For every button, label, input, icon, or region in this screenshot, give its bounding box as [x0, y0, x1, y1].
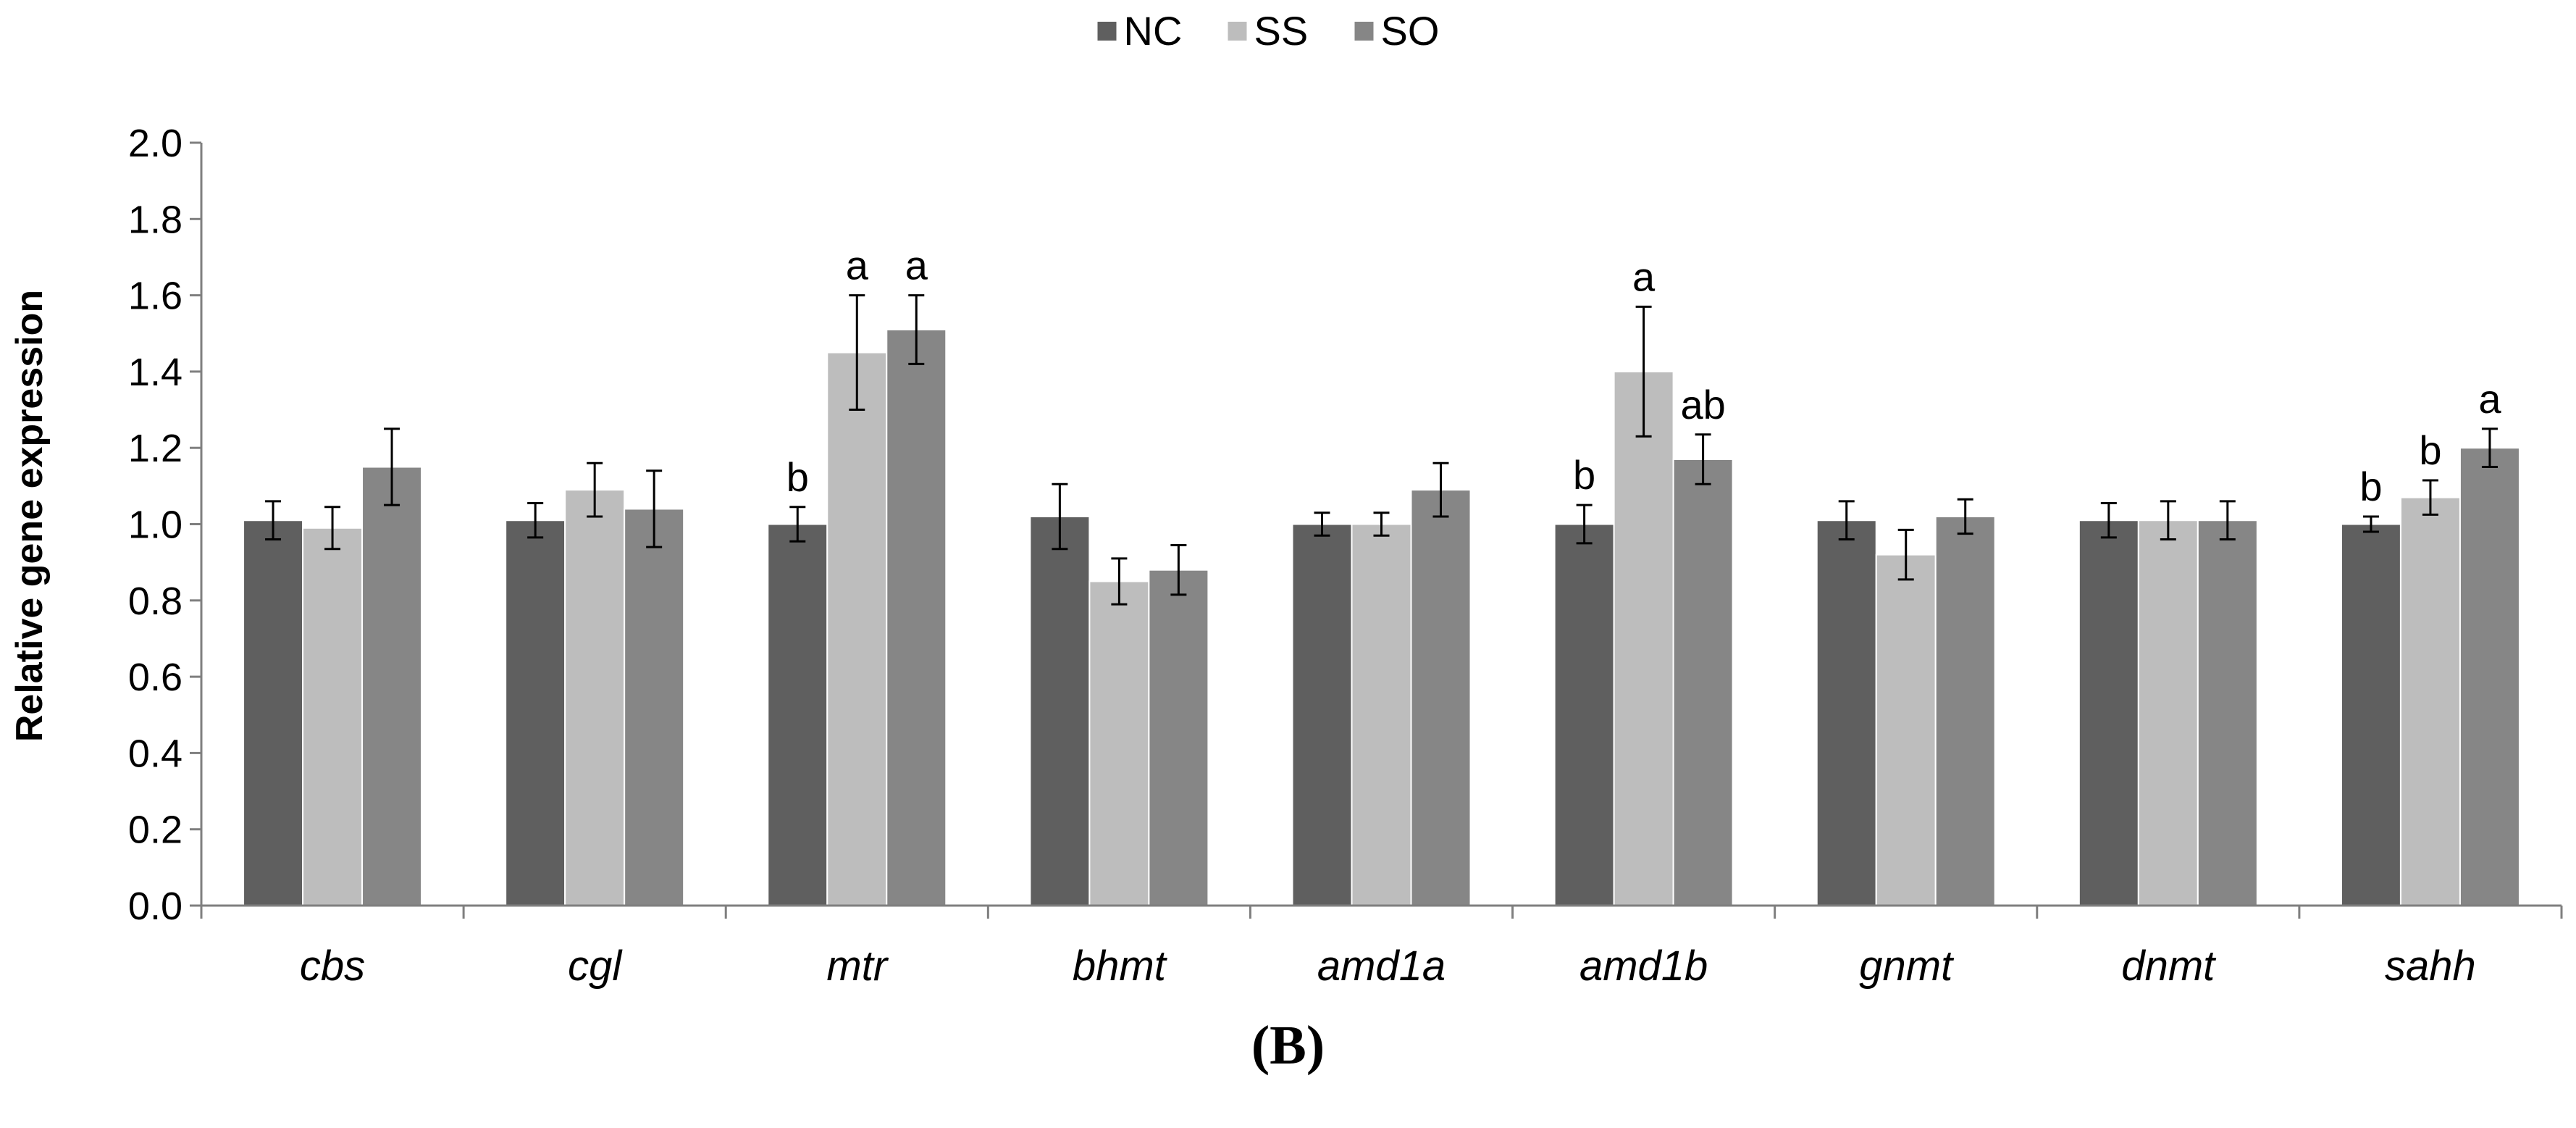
bar-so-amd1a [1410, 489, 1472, 906]
legend-swatch-ss [1228, 22, 1247, 41]
bar-so-dnmt [2197, 519, 2258, 906]
bar-ss-amd1a [1351, 523, 1412, 906]
bar-nc-cbs [243, 519, 304, 906]
y-tick-label: 0.0 [128, 885, 182, 928]
bar-ss-amd1b [1613, 370, 1674, 906]
bar-nc-bhmt [1029, 515, 1091, 906]
y-tick-label: 1.4 [128, 351, 182, 394]
significance-label: a [1632, 254, 1656, 299]
legend-label-so: SO [1381, 8, 1440, 54]
bar-ss-gnmt [1875, 553, 1937, 906]
bar-nc-gnmt [1816, 519, 1877, 906]
y-tick-label: 1.8 [128, 198, 182, 241]
bar-ss-bhmt [1088, 580, 1150, 906]
significance-label: b [2359, 464, 2382, 509]
significance-label: ab [1680, 382, 1725, 427]
bar-so-cbs [361, 466, 423, 906]
x-axis-labels: cbs cgl mtr bhmt amd1a amd1b gnmt dnmt sahh [300, 943, 2476, 990]
legend: NC SS SO [1097, 8, 1440, 54]
significance-label: b [2419, 427, 2441, 473]
panel-label: (B) [1251, 1015, 1325, 1076]
bar-ss-cbs [302, 527, 364, 906]
significance-label: b [1573, 452, 1595, 498]
bar-ss-mtr [826, 351, 888, 906]
bar-nc-amd1a [1291, 523, 1353, 906]
bar-so-cgl [624, 508, 685, 906]
legend-label-ss: SS [1254, 8, 1309, 54]
bar-ss-sahh [2399, 496, 2461, 906]
x-tick-label-sahh: sahh [2385, 943, 2476, 990]
bar-nc-sahh [2340, 523, 2401, 906]
significance-label: a [905, 243, 928, 288]
x-tick-label-mtr: mtr [826, 943, 889, 990]
y-tick-label: 0.2 [128, 809, 182, 852]
bar-nc-amd1b [1553, 523, 1615, 906]
bar-nc-mtr [767, 523, 828, 906]
bars [243, 328, 2520, 906]
significance-label: a [2478, 376, 2501, 422]
y-tick-label: 1.2 [128, 427, 182, 470]
axes [200, 143, 2563, 919]
x-tick-label-bhmt: bhmt [1073, 943, 1168, 990]
legend-label-nc: NC [1124, 8, 1183, 54]
y-tick-label: 0.6 [128, 656, 182, 699]
y-axis-ticks: 0.0 0.2 0.4 0.6 0.8 1.0 1.2 1.4 1.6 1.8 2.0 [128, 122, 201, 928]
significance-label: b [786, 454, 809, 500]
bar-ss-dnmt [2137, 519, 2199, 906]
bar-so-sahh [2459, 447, 2520, 906]
bar-nc-cgl [505, 519, 566, 906]
bar-so-bhmt [1148, 569, 1209, 906]
y-tick-label: 1.0 [128, 504, 182, 547]
bar-so-mtr [886, 328, 947, 906]
y-tick-label: 0.8 [128, 580, 182, 623]
bar-so-amd1b [1672, 458, 1734, 906]
x-tick-label-amd1a: amd1a [1317, 943, 1446, 990]
significance-label: a [846, 243, 869, 288]
x-tick-label-cgl: cgl [568, 943, 623, 990]
bar-so-gnmt [1934, 515, 1996, 906]
legend-swatch-so [1354, 22, 1374, 41]
x-tick-label-dnmt: dnmt [2121, 943, 2217, 990]
bar-nc-dnmt [2078, 519, 2139, 906]
y-axis-title: Relative gene expression [9, 290, 51, 742]
error-bars [265, 294, 2498, 606]
y-tick-label: 0.4 [128, 732, 182, 775]
bar-ss-cgl [564, 489, 626, 906]
y-tick-label: 2.0 [128, 122, 182, 165]
legend-swatch-nc [1097, 22, 1117, 41]
x-tick-label-amd1b: amd1b [1579, 943, 1708, 990]
x-tick-label-cbs: cbs [300, 943, 365, 990]
y-tick-label: 1.6 [128, 275, 182, 318]
x-tick-label-gnmt: gnmt [1859, 943, 1955, 990]
